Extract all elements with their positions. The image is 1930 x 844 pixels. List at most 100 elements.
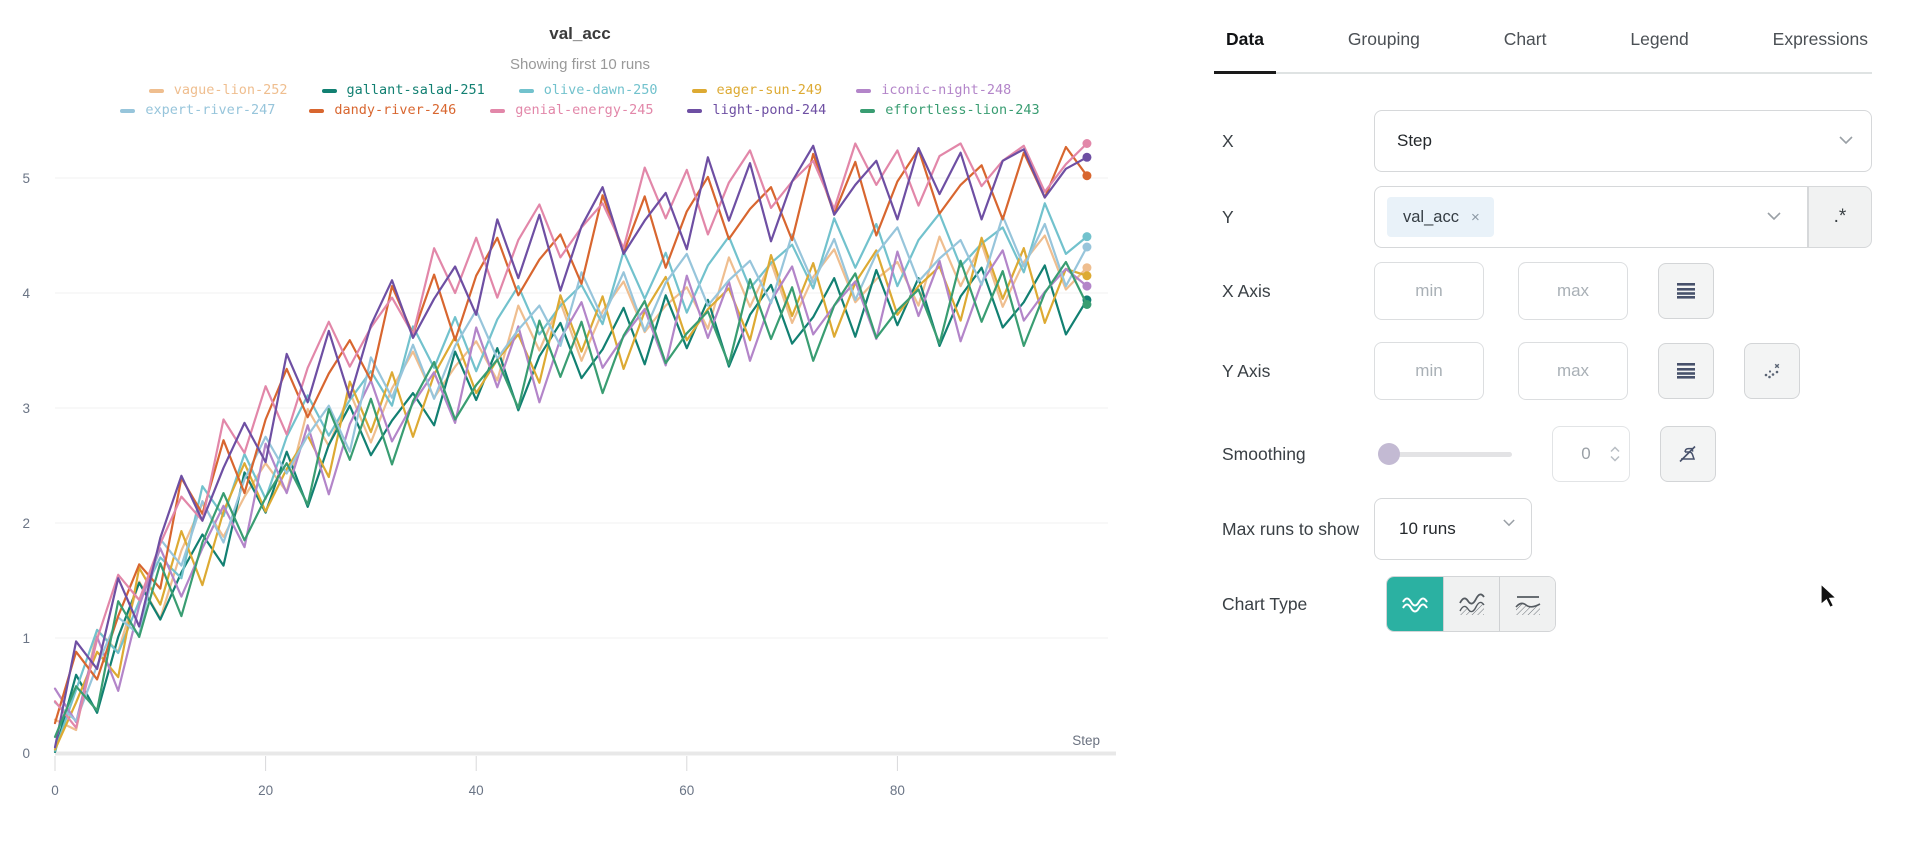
x-select[interactable]: Step: [1374, 110, 1872, 172]
slider-knob[interactable]: [1378, 443, 1400, 465]
chart-subtitle: Showing first 10 runs: [509, 56, 651, 73]
legend-item-iconic-night-248[interactable]: iconic-night-248: [856, 82, 1011, 99]
mouse-cursor: [1820, 584, 1838, 609]
tab-expressions[interactable]: Expressions: [1772, 29, 1868, 49]
legend-label: gallant-salad-251: [346, 82, 485, 98]
y-axis-max-input[interactable]: [1518, 342, 1628, 400]
run-line-gallant-salad-251: [53, 264, 1089, 754]
legend-swatch: [321, 88, 337, 93]
y-axis-row: Y Axis: [1222, 342, 1872, 400]
legend-swatch: [518, 88, 534, 93]
tab-data[interactable]: Data: [1214, 29, 1276, 74]
run-endpoint-iconic-night-248: [1082, 281, 1092, 291]
x-tick-label: 60: [679, 783, 694, 798]
legend-swatch: [309, 108, 325, 113]
y-tick-label: 0: [22, 746, 30, 761]
y-metric-tag: val_acc ×: [1387, 197, 1494, 237]
legend-item-olive-dawn-250[interactable]: olive-dawn-250: [518, 82, 658, 99]
regex-filter-button[interactable]: .*: [1808, 186, 1872, 248]
legend-swatch: [691, 88, 707, 93]
max-runs-select[interactable]: 10 runs: [1374, 498, 1532, 560]
x-select-value: Step: [1397, 131, 1432, 150]
y-tick-label: 1: [22, 631, 30, 646]
legend-item-genial-energy-245[interactable]: genial-energy-245: [490, 102, 653, 119]
legend-item-light-pond-244[interactable]: light-pond-244: [687, 102, 826, 119]
smoothing-row: Smoothing 0: [1222, 426, 1872, 482]
stepper-down-icon[interactable]: [1610, 455, 1620, 462]
x-tick-label: 40: [469, 783, 484, 798]
panel-tabs: Data Grouping Chart Legend Expressions: [1214, 0, 1872, 74]
run-endpoint-effortless-lion-243: [1082, 300, 1092, 309]
chart-type-area-button[interactable]: [1443, 577, 1499, 631]
smoothing-label: Smoothing: [1222, 443, 1306, 464]
chart-type-label: Chart Type: [1222, 593, 1308, 614]
chart-type-line-icon: [1402, 597, 1428, 613]
legend-label: expert-river-247: [145, 102, 276, 118]
x-axis-max-input[interactable]: [1518, 262, 1628, 320]
legend-item-gallant-salad-251[interactable]: gallant-salad-251: [321, 82, 485, 99]
stepper-up-icon[interactable]: [1610, 446, 1620, 453]
max-runs-row: Max runs to show 10 runs: [1222, 498, 1872, 560]
y-label: Y: [1222, 206, 1234, 227]
chevron-down-icon: [1503, 514, 1515, 532]
smoothing-slider[interactable]: [1378, 443, 1512, 465]
x-axis-min-input[interactable]: [1374, 262, 1484, 320]
y-axis-min-input[interactable]: [1374, 342, 1484, 400]
run-chart-panel: val_acc Showing first 10 runs vague-lion…: [0, 24, 1160, 830]
y-tick-label: 3: [22, 401, 30, 416]
y-axis-log-scale-button[interactable]: [1658, 343, 1714, 399]
chart-type-row: Chart Type: [1222, 576, 1872, 632]
chart-type-minmax-icon: [1514, 596, 1540, 615]
log-scale-icon: [1677, 283, 1695, 299]
data-tab-form: X Step Y val_acc ×: [1222, 110, 1872, 632]
run-line-genial-energy-245: [53, 142, 1089, 729]
no-smoothing-iron-icon: [1679, 445, 1696, 463]
y-tick-label: 4: [22, 286, 30, 301]
remove-tag-icon[interactable]: ×: [1470, 208, 1480, 226]
ignore-outliers-button[interactable]: [1744, 343, 1800, 399]
chart-title: val_acc: [549, 24, 611, 43]
y-row: Y val_acc × .*: [1222, 186, 1872, 248]
y-axis-label: Y Axis: [1222, 360, 1271, 381]
run-line-eager-sun-249: [53, 236, 1089, 751]
x-axis-log-scale-button[interactable]: [1658, 263, 1714, 319]
legend-item-dandy-river-246[interactable]: dandy-river-246: [309, 102, 456, 119]
max-runs-label: Max runs to show: [1222, 518, 1360, 539]
legend-item-effortless-lion-243[interactable]: effortless-lion-243: [860, 102, 1040, 119]
legend-label: genial-energy-245: [515, 102, 654, 118]
smoothing-number-input[interactable]: 0: [1552, 426, 1630, 482]
run-endpoint-vague-lion-252: [1082, 263, 1092, 273]
legend-item-vague-lion-252[interactable]: vague-lion-252: [148, 82, 288, 99]
run-endpoint-dandy-river-246: [1082, 171, 1092, 181]
legend-label: eager-sun-249: [716, 82, 823, 98]
panel-editor: Data Grouping Chart Legend Expressions X Ste…: [1186, 0, 1930, 844]
tab-chart[interactable]: Chart: [1503, 29, 1547, 49]
run-line-iconic-night-248: [53, 249, 1089, 724]
chevron-down-icon: [1767, 208, 1781, 226]
y-metric-tag-label: val_acc: [1403, 207, 1459, 226]
legend-label: olive-dawn-250: [543, 82, 658, 98]
tab-grouping[interactable]: Grouping: [1347, 29, 1420, 49]
legend-item-eager-sun-249[interactable]: eager-sun-249: [691, 82, 823, 99]
legend-label: light-pond-244: [712, 102, 827, 118]
tab-legend[interactable]: Legend: [1630, 29, 1689, 49]
run-line-expert-river-247: [53, 214, 1089, 722]
x-row: X Step: [1222, 110, 1872, 172]
chart-type-minmax-button[interactable]: [1499, 577, 1555, 631]
disable-smoothing-button[interactable]: [1660, 426, 1716, 482]
y-select[interactable]: val_acc ×: [1374, 186, 1808, 248]
legend-row-1: vague-lion-252 gallant-salad-251 olive-daw…: [0, 82, 1160, 99]
max-runs-value: 10 runs: [1399, 519, 1456, 538]
run-endpoint-genial-energy-245: [1082, 139, 1092, 148]
ignore-outliers-icon: [1764, 363, 1780, 379]
x-axis-title: Step: [1072, 733, 1100, 748]
chevron-down-icon: [1839, 132, 1853, 150]
legend-swatch: [148, 88, 164, 93]
run-chart[interactable]: 0 1 2 3 4 5 0 20 40 60 80 Step: [0, 130, 1160, 830]
chart-type-line-button[interactable]: [1387, 577, 1443, 631]
legend-swatch: [856, 88, 872, 93]
legend-item-expert-river-247[interactable]: expert-river-247: [120, 102, 275, 119]
legend-label: vague-lion-252: [173, 82, 288, 98]
stepper-buttons[interactable]: [1610, 446, 1620, 462]
run-endpoint-expert-river-247: [1082, 242, 1092, 252]
